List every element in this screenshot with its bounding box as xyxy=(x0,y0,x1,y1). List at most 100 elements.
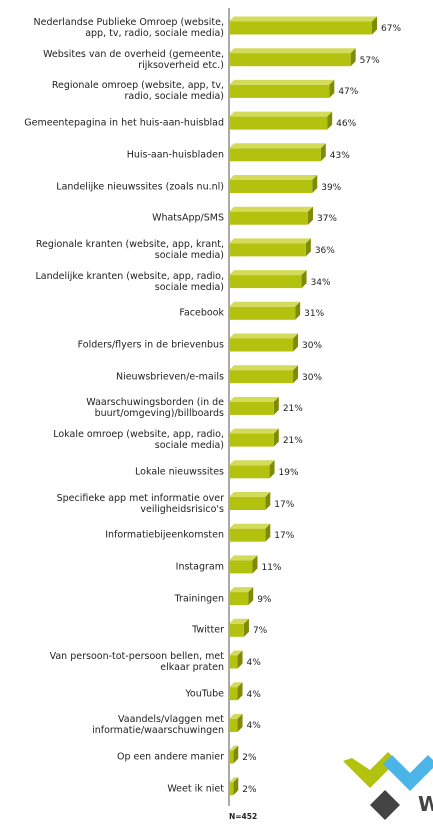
category-label: Regionale kranten (website, app, krant, … xyxy=(35,238,224,261)
category-label: Facebook xyxy=(179,307,224,319)
value-label: 11% xyxy=(261,562,282,573)
bar xyxy=(229,745,239,764)
bar xyxy=(229,555,258,574)
bar-front xyxy=(229,84,330,98)
bar-side xyxy=(312,175,318,193)
bar-top xyxy=(229,745,239,751)
value-label: 7% xyxy=(252,626,268,637)
bar-front xyxy=(229,528,266,542)
bar-top xyxy=(229,301,301,307)
category-label: Vaandels/vlaggen met informatie/waarschu… xyxy=(92,714,224,737)
bar-side xyxy=(237,682,243,701)
category-label: Lokale nieuwssites xyxy=(135,466,224,478)
value-label: 21% xyxy=(282,436,303,447)
bar-front xyxy=(229,116,328,130)
bar xyxy=(229,650,243,669)
bar-front xyxy=(229,180,313,193)
category-label: Huis-aan-huisbladen xyxy=(126,149,224,161)
bar-side xyxy=(307,206,313,225)
bar-side xyxy=(301,270,307,289)
bar-top xyxy=(229,555,258,561)
bar-top xyxy=(229,238,311,244)
value-label: 2% xyxy=(242,753,257,764)
bar xyxy=(229,587,254,606)
value-label: 39% xyxy=(321,182,342,193)
bar-top xyxy=(229,143,326,149)
bar xyxy=(229,301,301,320)
bar-front xyxy=(229,53,351,67)
category-label: Waarschuwingsborden (in de buurt/omgevin… xyxy=(86,397,224,420)
bar-top xyxy=(229,618,249,624)
value-label: 30% xyxy=(302,341,323,351)
note: N=452 xyxy=(229,812,258,821)
value-label: 4% xyxy=(246,689,261,700)
bar-top xyxy=(229,16,377,22)
value-label: 34% xyxy=(310,277,331,288)
category-label: Informatiebijeenkomsten xyxy=(105,529,224,541)
bar-front xyxy=(229,497,266,510)
bar-side xyxy=(320,143,326,162)
bar xyxy=(229,460,275,479)
value-label: 17% xyxy=(274,531,295,542)
bar xyxy=(229,16,377,35)
bar xyxy=(229,492,271,510)
bar-front xyxy=(229,401,274,415)
bar-top xyxy=(229,492,271,497)
bar-front xyxy=(229,465,270,479)
bar-top xyxy=(229,682,243,688)
value-label: 4% xyxy=(246,721,261,732)
bar xyxy=(229,428,279,447)
category-label: YouTube xyxy=(185,688,224,700)
bar-top xyxy=(229,270,307,276)
bar-side xyxy=(273,428,279,447)
bar-side xyxy=(237,650,243,669)
bar-front xyxy=(229,211,308,225)
bar xyxy=(229,48,356,67)
bar-side xyxy=(305,238,311,257)
category-label: Nederlandse Publieke Omroep (website, ap… xyxy=(33,17,225,39)
bar xyxy=(229,206,313,225)
bar-front xyxy=(229,560,253,574)
bar xyxy=(229,682,243,701)
bar-side xyxy=(233,745,239,764)
bar-top xyxy=(229,79,335,85)
category-label: WhatsApp/SMS xyxy=(152,212,224,224)
svg-text:W: W xyxy=(418,792,433,816)
category-label: Websites van de overheid (gemeente, rijk… xyxy=(43,48,224,71)
bar xyxy=(229,365,299,384)
bar xyxy=(229,618,249,637)
bar-front xyxy=(229,148,321,162)
bar xyxy=(229,238,311,257)
bar-front xyxy=(229,275,302,289)
value-label: 9% xyxy=(257,594,272,605)
bar-top xyxy=(229,428,279,434)
value-label: 4% xyxy=(246,658,261,668)
bar xyxy=(229,270,307,289)
value-label: 19% xyxy=(278,467,299,478)
value-label: 31% xyxy=(304,309,325,320)
bar-top xyxy=(229,396,279,402)
category-label: Nieuwsbrieven/e-mails xyxy=(115,371,224,383)
category-label: Landelijke nieuwssites (zoals nu.nl) xyxy=(56,181,224,192)
bar xyxy=(229,175,318,193)
category-label: Landelijke kranten (website, app, radio,… xyxy=(35,270,224,293)
bar-front xyxy=(229,718,238,732)
bar-top xyxy=(229,777,239,783)
bar xyxy=(229,333,299,352)
bar-front xyxy=(229,750,234,764)
bar-top xyxy=(229,365,299,371)
bar-side xyxy=(265,492,271,510)
bar-top xyxy=(229,175,318,180)
bar xyxy=(229,79,335,98)
bar xyxy=(229,523,271,542)
value-label: 36% xyxy=(314,245,335,256)
value-label: 46% xyxy=(336,119,357,130)
logo: W xyxy=(343,752,433,820)
value-label: 21% xyxy=(282,404,303,415)
bar-side xyxy=(269,460,275,479)
bar-side xyxy=(265,523,271,542)
value-label: 67% xyxy=(381,24,402,34)
bar-top xyxy=(229,713,243,719)
value-label: 43% xyxy=(329,150,350,161)
